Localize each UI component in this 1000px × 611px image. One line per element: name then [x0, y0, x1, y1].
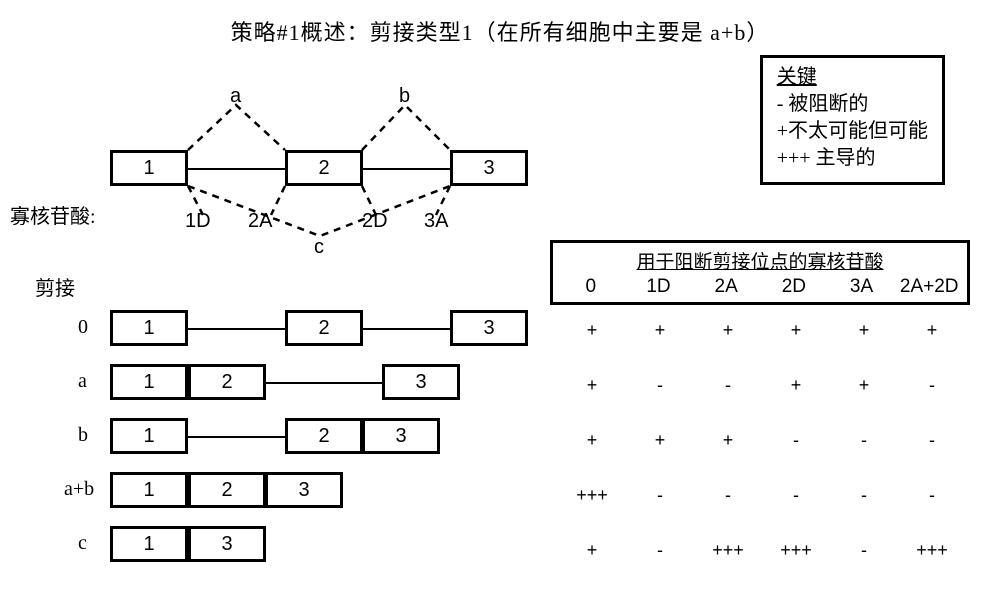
cell: -: [626, 485, 694, 506]
matrix-row: + - - + + -: [558, 375, 966, 396]
cell: +: [694, 320, 762, 341]
intron: [188, 328, 285, 330]
cell: +: [558, 320, 626, 341]
table-heading: 用于阻断剪接位点的寡核苷酸: [553, 243, 967, 274]
matrix-row: +++ - - - - -: [558, 485, 966, 506]
cell: +: [626, 430, 694, 451]
col: 0: [557, 276, 625, 298]
exon-1: 1: [110, 364, 188, 400]
exon-2: 2: [285, 150, 363, 186]
legend-heading: 关键: [777, 64, 928, 91]
cell: -: [626, 540, 694, 561]
site-3a: 3A: [424, 210, 448, 233]
cell: +++: [898, 540, 966, 561]
cell: -: [898, 430, 966, 451]
row-label: a+b: [64, 478, 94, 501]
oligo-table-header: 用于阻断剪接位点的寡核苷酸 0 1D 2A 2D 3A 2A+2D: [550, 240, 970, 305]
col: 3A: [828, 276, 896, 298]
legend-item: +++ 主导的: [777, 145, 928, 172]
legend-item: +不太可能但可能: [777, 118, 928, 145]
cell: +: [830, 320, 898, 341]
col: 2A+2D: [895, 276, 963, 298]
cell: +++: [762, 540, 830, 561]
cell: +++: [694, 540, 762, 561]
cell: -: [694, 485, 762, 506]
col: 2A: [692, 276, 760, 298]
cell: +: [830, 375, 898, 396]
splice-diagram: a b 寡核苷酸: 1D 2A 2D 3A c 剪接 1 2 3 0 1 2 3…: [50, 50, 550, 590]
exon-2: 2: [285, 310, 363, 346]
cell: -: [898, 375, 966, 396]
exon-3: 3: [382, 364, 460, 400]
intron: [188, 168, 285, 170]
exon-2: 2: [188, 472, 266, 508]
exon-3: 3: [450, 310, 528, 346]
cell: +: [762, 320, 830, 341]
exon-1: 1: [110, 526, 188, 562]
cell: +: [558, 430, 626, 451]
matrix-row: + + + - - -: [558, 430, 966, 451]
splice-matrix: + + + + + + + - - + + - + + + - - - +++ …: [558, 320, 966, 595]
cell: -: [762, 485, 830, 506]
exon-3: 3: [265, 472, 343, 508]
row-label: 0: [78, 316, 88, 339]
intron: [188, 436, 285, 438]
exon-2: 2: [188, 364, 266, 400]
exon-1: 1: [110, 472, 188, 508]
cell: +++: [558, 485, 626, 506]
cell: -: [694, 375, 762, 396]
cell: -: [898, 485, 966, 506]
exon-1: 1: [110, 150, 188, 186]
exon-3: 3: [188, 526, 266, 562]
cell: -: [830, 540, 898, 561]
intron: [362, 168, 450, 170]
arc-label-c: c: [314, 236, 324, 259]
exon-2: 2: [285, 418, 363, 454]
oligo-label: 寡核苷酸:: [10, 200, 96, 229]
cell: +: [626, 320, 694, 341]
site-1d: 1D: [185, 210, 211, 233]
exon-3: 3: [362, 418, 440, 454]
cell: -: [830, 430, 898, 451]
cell: -: [830, 485, 898, 506]
matrix-row: + - +++ +++ - +++: [558, 540, 966, 561]
legend-item: - 被阻断的: [777, 91, 928, 118]
intron: [266, 382, 382, 384]
site-2a: 2A: [248, 210, 272, 233]
col: 1D: [625, 276, 693, 298]
exon-1: 1: [110, 418, 188, 454]
col: 2D: [760, 276, 828, 298]
cell: -: [626, 375, 694, 396]
arc-label-a: a: [230, 85, 241, 108]
page-title: 策略#1概述：剪接类型1（在所有细胞中主要是 a+b）: [0, 15, 1000, 47]
exon-1: 1: [110, 310, 188, 346]
cell: +: [694, 430, 762, 451]
table-cols: 0 1D 2A 2D 3A 2A+2D: [553, 274, 967, 302]
cell: -: [762, 430, 830, 451]
row-label: a: [78, 370, 87, 393]
intron: [362, 328, 450, 330]
arc-label-b: b: [399, 85, 410, 108]
legend: 关键 - 被阻断的 +不太可能但可能 +++ 主导的: [760, 55, 945, 185]
cell: +: [558, 540, 626, 561]
site-2d: 2D: [362, 210, 388, 233]
matrix-row: + + + + + +: [558, 320, 966, 341]
splice-heading: 剪接: [35, 272, 75, 301]
row-label: c: [78, 532, 87, 555]
cell: +: [898, 320, 966, 341]
row-label: b: [78, 424, 88, 447]
cell: +: [762, 375, 830, 396]
cell: +: [558, 375, 626, 396]
exon-3: 3: [450, 150, 528, 186]
